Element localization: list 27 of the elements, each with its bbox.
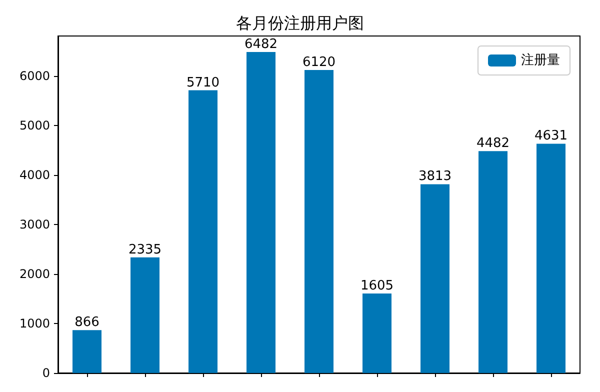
y-tick-label: 5000 <box>19 118 50 132</box>
bar <box>362 294 392 373</box>
data-label: 6120 <box>302 54 336 70</box>
data-label: 866 <box>74 315 100 330</box>
data-label: 3813 <box>418 169 452 184</box>
bar <box>72 330 102 373</box>
y-tick-label: 2000 <box>19 266 50 281</box>
data-label: 1605 <box>360 278 394 294</box>
legend-label: 注册量 <box>521 53 560 68</box>
bar <box>478 151 508 373</box>
bar <box>304 70 334 373</box>
data-label: 5710 <box>186 75 220 90</box>
chart-title: 各月份注册用户图 <box>236 14 364 32</box>
y-tick-label: 1000 <box>19 316 50 330</box>
y-tick-label: 3000 <box>19 217 50 232</box>
bar <box>246 52 276 373</box>
bar <box>536 144 566 373</box>
bar <box>188 90 218 373</box>
bar <box>130 257 160 373</box>
bar <box>420 184 450 373</box>
y-tick-label: 4000 <box>19 168 50 182</box>
data-label: 4482 <box>476 136 510 152</box>
y-tick-label: 6000 <box>19 68 50 83</box>
data-label: 2335 <box>128 242 162 258</box>
y-tick-label: 0 <box>42 366 50 380</box>
data-label: 4631 <box>534 128 568 144</box>
data-label: 6482 <box>244 37 278 52</box>
